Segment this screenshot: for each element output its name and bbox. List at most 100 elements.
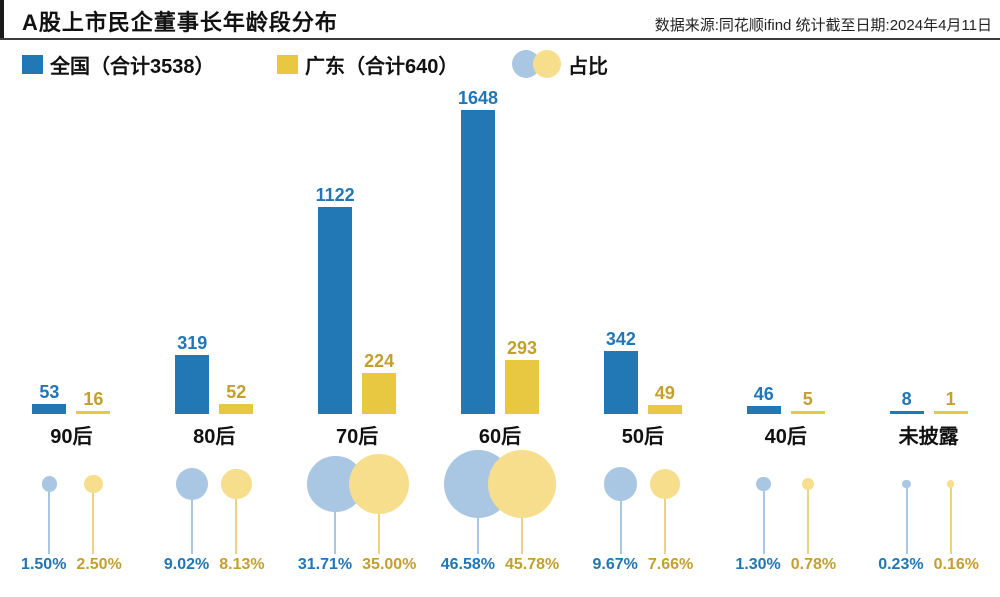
share-stem-national-70后: [334, 484, 337, 554]
bar-value-label-national-40后: 46: [753, 383, 774, 404]
page-title: A股上市民企董事长年龄段分布: [22, 10, 338, 35]
bar-guangdong-90后: 16: [76, 390, 111, 414]
category-label-60后: 60后: [478, 426, 522, 448]
bar-national-40后: 46: [746, 385, 781, 414]
bar-group-80后: 319 52: [143, 0, 286, 414]
title-accent-bar: [0, 0, 4, 38]
share-bubble-guangdong-40后: [801, 477, 814, 491]
bar-national-未披露: 8: [889, 390, 924, 414]
bar-group-40后: 46 5: [714, 0, 857, 414]
share-stem-guangdong-未披露: [949, 484, 952, 554]
legend-item-share: 占比: [512, 49, 608, 79]
share-stem-guangdong-70后: [378, 484, 381, 554]
bar-chart: 53 16 319 52 1122 224 1648 293 342 49 46 5 8 1: [0, 0, 1000, 414]
category-label-80后: 80后: [193, 426, 236, 448]
share-group-90后: [0, 0, 143, 597]
bar-guangdong-40后: 5: [790, 390, 825, 414]
share-percents-40后: 1.30% 0.78%: [714, 556, 857, 574]
share-group-70后: [286, 0, 429, 597]
bar-value-label-national-50后: 342: [605, 328, 636, 349]
share-bubble-national-未披露: [902, 479, 911, 489]
bar-national-90后: 53: [32, 383, 67, 414]
category-label-40后: 40后: [764, 426, 807, 448]
share-group-80后: [143, 0, 286, 597]
bar-value-label-national-60后: 1648: [457, 88, 499, 108]
bar-national-60后: 1648: [458, 89, 498, 414]
category-label-90后: 90后: [50, 426, 93, 448]
share-bubble-guangdong-60后: [488, 450, 556, 518]
bar-value-label-guangdong-70后: 224: [364, 350, 395, 371]
share-bubble-guangdong-未披露: [946, 480, 955, 488]
share-group-60后: [429, 0, 572, 597]
share-bubble-national-90后: [41, 476, 58, 492]
category-label-70后: 70后: [336, 426, 379, 448]
bar-national-80后: 319: [175, 334, 210, 414]
share-circle-yellow-icon: [533, 49, 561, 78]
legend-national-label: 全国（合计3538）: [50, 55, 215, 78]
share-percents-60后: 46.58% 45.78%: [429, 556, 572, 574]
bar-value-label-guangdong-未披露: 1: [945, 389, 956, 409]
legend-item-national: 全国（合计3538）: [22, 49, 215, 79]
share-percents-50后: 9.67% 7.66%: [571, 556, 714, 574]
guangdong-swatch-icon: [277, 54, 298, 74]
bar-group-60后: 1648 293: [429, 0, 572, 414]
legend-share-label: 占比: [568, 55, 608, 78]
share-bubble-guangdong-70后: [349, 454, 409, 514]
national-swatch-icon: [22, 54, 43, 74]
bar-group-90后: 53 16: [0, 0, 143, 414]
bar-value-label-national-80后: 319: [177, 333, 208, 354]
share-stem-guangdong-50后: [663, 484, 666, 554]
share-circles-icon: [512, 49, 561, 79]
share-percent-national-80后: 9.02%: [163, 556, 210, 573]
data-source-note: 数据来源:同花顺ifind 统计截至日期:2024年4月11日: [654, 17, 992, 34]
share-stem-national-60后: [477, 484, 479, 554]
share-stem-national-90后: [48, 484, 51, 554]
bar-value-label-guangdong-90后: 16: [83, 389, 104, 409]
share-percents-未披露: 0.23% 0.16%: [857, 556, 1000, 574]
share-percents-90后: 1.50% 2.50%: [0, 556, 143, 574]
bar-value-label-national-未披露: 8: [901, 389, 912, 409]
bar-national-70后: 1122: [316, 186, 355, 414]
share-stem-guangdong-90后: [92, 484, 95, 554]
category-label-50后: 50后: [621, 426, 664, 448]
bar-guangdong-50后: 49: [647, 384, 682, 414]
share-stem-guangdong-80后: [235, 484, 238, 554]
share-bubble-national-50后: [604, 467, 638, 501]
bar-value-label-national-90后: 53: [39, 382, 60, 403]
share-stem-guangdong-40后: [806, 484, 809, 554]
share-percents-70后: 31.71% 35.00%: [286, 556, 429, 574]
share-percent-guangdong-40后: 0.78%: [790, 556, 837, 573]
share-percent-national-60后: 46.58%: [440, 556, 495, 573]
share-bubble-guangdong-50后: [649, 468, 680, 499]
share-stem-national-50后: [619, 484, 622, 554]
bar-group-50后: 342 49: [571, 0, 714, 414]
share-group-40后: [714, 0, 857, 597]
share-percent-guangdong-70后: 35.00%: [362, 556, 417, 573]
bar-value-label-guangdong-40后: 5: [802, 389, 813, 409]
legend-item-guangdong: 广东（合计640）: [277, 49, 458, 79]
bar-value-label-national-70后: 1122: [315, 185, 355, 206]
category-axis: 90后 80后 70后 60后 50后 40后 未披露: [0, 420, 1000, 449]
bar-guangdong-70后: 224: [362, 352, 397, 414]
share-group-未披露: [857, 0, 1000, 597]
share-bubble-national-80后: [176, 467, 209, 501]
bar-guangdong-60后: 293: [505, 339, 539, 414]
share-group-50后: [571, 0, 714, 597]
bar-guangdong-80后: 52: [219, 383, 254, 414]
share-percent-labels: 1.50% 2.50% 9.02% 8.13% 31.71% 35.00% 46.58% 45…: [0, 556, 1000, 574]
bar-guangdong-未披露: 1: [933, 390, 968, 414]
share-percent-guangdong-80后: 8.13%: [219, 556, 265, 573]
share-bubble-guangdong-90后: [83, 474, 103, 494]
bar-group-70后: 1122 224: [286, 0, 429, 414]
share-stem-national-未披露: [905, 484, 908, 554]
share-stem-national-80后: [191, 484, 194, 554]
header-divider: [0, 38, 1000, 40]
bar-value-label-guangdong-60后: 293: [506, 337, 538, 358]
share-percent-guangdong-90后: 2.50%: [76, 556, 122, 573]
share-percent-guangdong-未披露: 0.16%: [933, 556, 979, 573]
bar-value-label-guangdong-80后: 52: [226, 382, 247, 403]
bar-value-label-guangdong-50后: 49: [654, 382, 675, 403]
